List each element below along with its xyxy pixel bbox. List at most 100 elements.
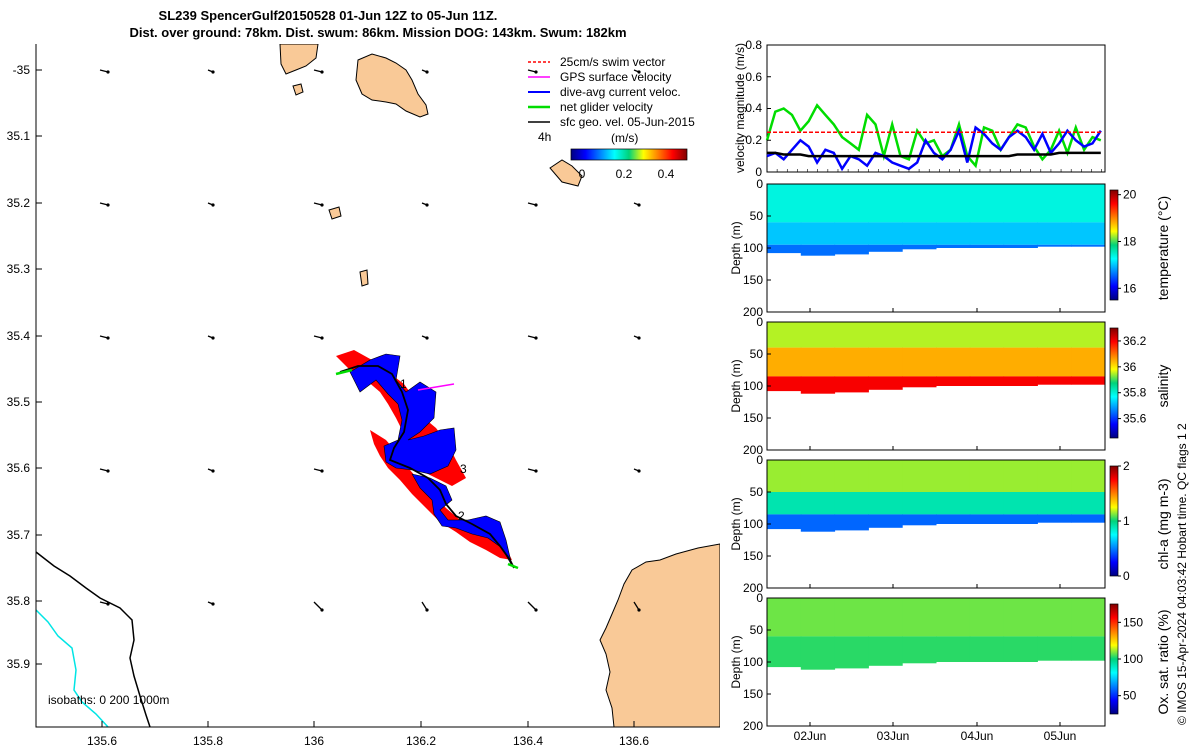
colorbar-tick-label: 18 xyxy=(1123,234,1137,248)
depth-cell xyxy=(936,222,971,245)
depth-cell xyxy=(1003,598,1038,637)
legend-label-glider: net glider velocity xyxy=(560,100,653,114)
map-axes xyxy=(35,44,720,728)
colorbar-tick-label: 35.6 xyxy=(1123,412,1147,426)
map-panel: 3 2 1 -35 35.1 35.2 35.3 35.4 35.5 35.6 … xyxy=(7,44,720,748)
depth-cell xyxy=(1071,636,1106,661)
depth-cell xyxy=(936,184,971,223)
sfc-arrow-head xyxy=(320,608,324,612)
depth-ytick-label: 150 xyxy=(743,411,763,425)
sfc-arrow-head xyxy=(425,336,429,340)
depth-cell xyxy=(834,244,869,255)
depth-cell xyxy=(1071,376,1106,385)
depth-cell xyxy=(936,636,971,662)
depth-ytick-label: 50 xyxy=(750,485,764,499)
sfc-arrow-head xyxy=(211,602,215,606)
sfc-arrow-head xyxy=(637,608,641,612)
depth-cell xyxy=(1037,460,1072,492)
land-yorke-peninsula xyxy=(279,44,319,75)
sfc-arrow-head xyxy=(534,336,538,340)
glider-track: 3 2 1 xyxy=(335,350,519,570)
depth-cell xyxy=(969,184,1005,223)
gps-velocity-arrow xyxy=(417,383,455,391)
depth-cell xyxy=(834,347,869,377)
lat-tick-label: 35.8 xyxy=(7,594,31,608)
depth-cell xyxy=(868,244,903,252)
depth-ytick-label: 200 xyxy=(743,443,763,457)
depth-cell xyxy=(1003,460,1038,492)
lat-tick-label: 35.6 xyxy=(7,461,31,475)
depth-panel-temperature: 0 50 100 150 200 Depth (m) 16 18 20 temperature (… xyxy=(729,177,1171,319)
colorbar-tick-label: 2 xyxy=(1123,459,1130,473)
depth-cell xyxy=(800,514,836,532)
lat-tick-label: 35.4 xyxy=(7,329,31,343)
colorbar-tick-label: 16 xyxy=(1123,281,1137,295)
sfc-arrow-head xyxy=(320,336,324,340)
depth-cell xyxy=(834,184,869,223)
depth-cell xyxy=(902,222,937,245)
velocity-series-line xyxy=(766,125,1102,172)
sfc-arrow-head xyxy=(106,70,110,74)
sfc-arrow-head xyxy=(534,203,538,207)
sfc-arrow xyxy=(313,601,323,611)
depth-cell xyxy=(834,598,869,637)
depth-colorbar xyxy=(1109,189,1119,301)
depth-cell xyxy=(767,514,802,530)
depth-cell xyxy=(868,222,903,245)
depth-cell xyxy=(800,376,836,394)
swim-vector-swath-2 xyxy=(370,430,512,560)
depth-cell xyxy=(868,598,903,637)
depth-cell xyxy=(800,244,836,256)
land-island-3 xyxy=(328,206,342,220)
legend-label-sfc: sfc geo. vel. 05-Jun-2015 xyxy=(560,115,695,129)
depth-cell xyxy=(1003,244,1038,248)
sfc-arrow-head xyxy=(320,469,324,473)
depth-colorbar xyxy=(1109,465,1119,577)
velocity-ticks xyxy=(766,44,1102,173)
depth-cell xyxy=(969,460,1005,492)
depth-cell xyxy=(834,514,869,531)
depth-ytick-label: 200 xyxy=(743,305,763,319)
depth-ytick-label: 150 xyxy=(743,273,763,287)
depth-cell xyxy=(767,244,802,254)
depth-cell xyxy=(767,184,802,223)
lon-tick-label: 136 xyxy=(304,734,324,748)
isobaths-label: isobaths: 0 200 1000m xyxy=(48,693,169,707)
sfc-arrow-head xyxy=(425,203,429,207)
depth-cell xyxy=(902,598,937,637)
date-tick-label: 04Jun xyxy=(961,729,994,743)
depth-cell xyxy=(902,347,937,377)
depth-cell xyxy=(868,460,903,492)
colorbar-tick-label: 36.2 xyxy=(1123,334,1147,348)
depth-cell xyxy=(902,460,937,492)
depth-ytick-label: 100 xyxy=(743,517,763,531)
colorbar-label: salinity xyxy=(1155,365,1171,408)
depth-cell xyxy=(1003,376,1038,386)
colorbar-label: (m/s) xyxy=(611,131,638,145)
depth-ytick-label: 100 xyxy=(743,379,763,393)
colorbar-tick-label: 150 xyxy=(1123,615,1143,629)
depth-cell xyxy=(834,322,869,348)
depth-cell xyxy=(834,492,869,515)
colorbar-tick-label: 35.8 xyxy=(1123,386,1147,400)
depth-cell xyxy=(1071,514,1106,523)
depth-panel-chl-a: 0 50 100 150 200 Depth (m) 0 1 2 chl-a (mg m-3) xyxy=(729,453,1171,595)
depth-cell xyxy=(1003,492,1038,515)
colorbar-tick-label: 1 xyxy=(1123,514,1130,528)
depth-cell xyxy=(902,184,937,223)
isobath-0m xyxy=(36,551,151,727)
legend-label-current: dive-avg current veloc. xyxy=(560,85,681,99)
lat-tick-label: 35.9 xyxy=(7,657,31,671)
depth-cell xyxy=(936,347,971,377)
sfc-arrow-head xyxy=(106,469,110,473)
sfc-arrow-head xyxy=(106,203,110,207)
land-thistle-island xyxy=(355,53,429,118)
sfc-arrow-head xyxy=(534,608,538,612)
track-label-3: 3 xyxy=(460,462,467,476)
depth-ylabel: Depth (m) xyxy=(729,635,743,688)
depth-ytick-label: 0 xyxy=(756,453,763,467)
velocity-ytick: 0.4 xyxy=(745,101,762,115)
colorbar-tick-label: 20 xyxy=(1123,188,1137,202)
sfc-arrow-head xyxy=(211,70,215,74)
